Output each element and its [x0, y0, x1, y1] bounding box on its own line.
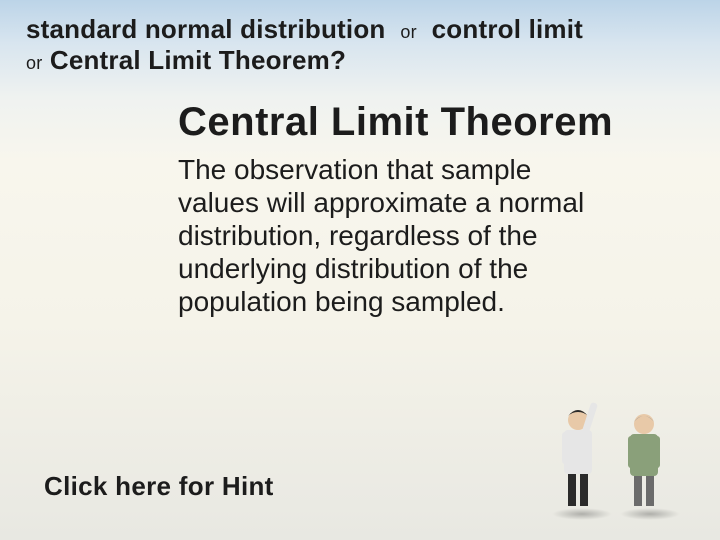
answer-title: Central Limit Theorem	[178, 100, 698, 145]
question-option-2: control limit	[432, 14, 583, 44]
hint-button[interactable]: Click here for Hint	[44, 471, 274, 502]
question-or-1: or	[400, 22, 416, 42]
question-line-2: or Central Limit Theorem?	[26, 45, 700, 76]
question-or-2: or	[26, 53, 42, 73]
people-icon	[546, 382, 686, 514]
question-option-1: standard normal distribution	[26, 14, 386, 44]
question-block: standard normal distribution or control …	[26, 14, 700, 76]
question-option-3: Central Limit Theorem?	[50, 45, 346, 75]
people-illustration	[546, 382, 686, 522]
question-line-1: standard normal distribution or control …	[26, 14, 700, 45]
answer-block: Central Limit Theorem The observation th…	[178, 100, 698, 318]
answer-body: The observation that sample values will …	[178, 153, 598, 318]
